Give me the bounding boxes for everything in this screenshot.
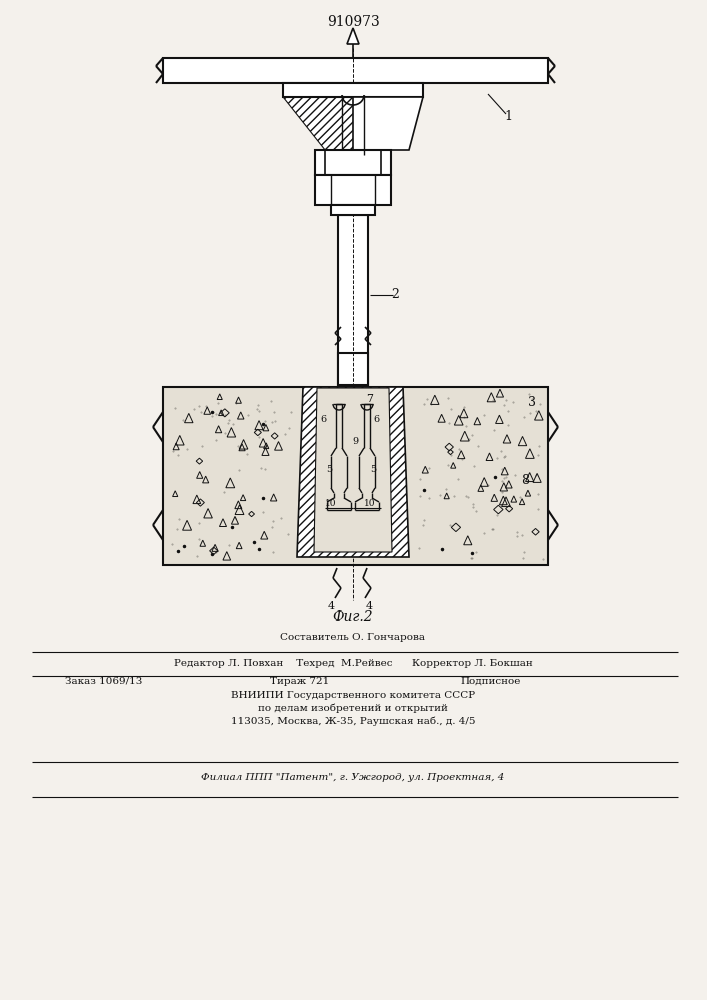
Bar [163,58,548,83]
Text: 4: 4 [366,601,373,611]
Bar [163,387,548,565]
Text: Тираж 721: Тираж 721 [270,676,329,686]
Text: по делам изобретений и открытий: по делам изобретений и открытий [258,703,448,713]
Text: 4: 4 [327,601,334,611]
Text: ВНИИПИ Государственного комитета СССР: ВНИИПИ Государственного комитета СССР [231,690,475,700]
Text: 3: 3 [528,395,536,408]
Text: Фиг.2: Фиг.2 [333,610,373,624]
Text: 6: 6 [373,414,379,424]
Text: 113035, Москва, Ж-35, Раушская наб., д. 4/5: 113035, Москва, Ж-35, Раушская наб., д. … [230,716,475,726]
Text: Заказ 1069/13: Заказ 1069/13 [65,676,142,686]
Text: Филиал ППП "Патент", г. Ужгород, ул. Проектная, 4: Филиал ППП "Патент", г. Ужгород, ул. Про… [201,772,505,782]
Bar [315,150,391,175]
Text: 1: 1 [504,109,512,122]
Text: Подписное: Подписное [460,676,520,686]
Text: Составитель О. Гончарова: Составитель О. Гончарова [281,634,426,643]
Text: 2: 2 [391,288,399,302]
Polygon shape [353,97,423,150]
Polygon shape [283,83,423,97]
Bar [331,205,375,215]
Text: 9: 9 [352,438,358,446]
Polygon shape [314,388,392,552]
Bar [338,353,368,385]
Text: 10: 10 [325,498,337,508]
Polygon shape [347,28,359,44]
Polygon shape [283,97,353,150]
Polygon shape [297,387,409,557]
Bar [315,175,391,205]
Bar [338,215,368,385]
Text: 8: 8 [521,475,529,488]
Text: 5: 5 [326,464,332,474]
Text: 5: 5 [370,464,376,474]
Text: 10: 10 [364,498,375,508]
Text: 7: 7 [366,394,373,404]
Text: 910973: 910973 [327,15,380,29]
Text: 6: 6 [320,414,326,424]
Text: Редактор Л. Повхан    Техред  М.Рейвес      Корректор Л. Бокшан: Редактор Л. Повхан Техред М.Рейвес Корре… [174,660,532,668]
